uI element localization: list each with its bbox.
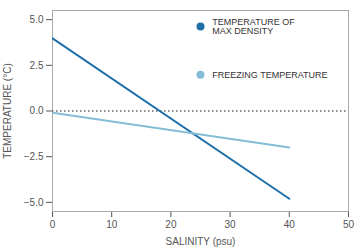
- svg-text:TEMPERATURE OFMAX DENSITY: TEMPERATURE OFMAX DENSITY: [212, 17, 295, 36]
- svg-text:0.0: 0.0: [30, 105, 44, 116]
- svg-text:−2.5: −2.5: [24, 151, 44, 162]
- svg-text:30: 30: [225, 219, 237, 230]
- svg-text:50: 50: [343, 219, 355, 230]
- svg-text:20: 20: [165, 219, 177, 230]
- svg-text:40: 40: [284, 219, 296, 230]
- svg-text:FREEZING TEMPERATURE: FREEZING TEMPERATURE: [212, 70, 327, 80]
- svg-text:TEMPERATURE (°C): TEMPERATURE (°C): [2, 63, 13, 158]
- svg-text:0: 0: [50, 219, 56, 230]
- svg-text:2.5: 2.5: [30, 60, 44, 71]
- svg-text:10: 10: [106, 219, 118, 230]
- svg-text:5.0: 5.0: [30, 14, 44, 25]
- svg-text:−5.0: −5.0: [24, 197, 44, 208]
- svg-text:SALINITY (psu): SALINITY (psu): [166, 236, 236, 247]
